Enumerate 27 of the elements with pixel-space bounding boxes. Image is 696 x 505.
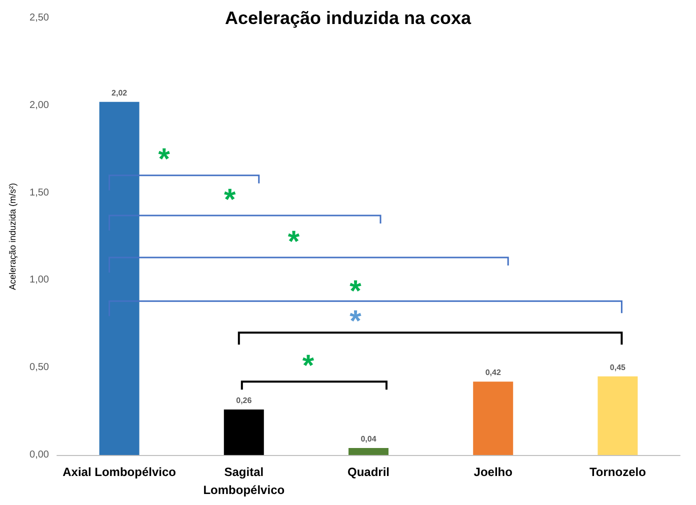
bar xyxy=(598,376,638,455)
y-tick-label: 0,00 xyxy=(30,450,50,460)
x-tick-label: Quadril xyxy=(347,465,390,479)
data-label: 0,04 xyxy=(360,434,377,444)
x-tick-label: Sagital Lombopélvico xyxy=(203,465,285,497)
x-tick-label: Tornozelo xyxy=(589,465,646,479)
y-tick-label: 0,50 xyxy=(30,362,50,374)
y-tick-label: 2,00 xyxy=(30,100,50,111)
data-label: 0,45 xyxy=(610,362,626,372)
x-tick-label: Axial Lombopélvico xyxy=(62,465,176,479)
annotation: * xyxy=(224,183,236,216)
data-label: 2,02 xyxy=(112,88,128,98)
bar xyxy=(348,448,388,455)
bar xyxy=(99,102,140,455)
y-tick-label: 1,00 xyxy=(30,274,50,286)
bar xyxy=(473,382,514,455)
annotation: * xyxy=(288,225,300,258)
data-label: 0,26 xyxy=(236,396,252,406)
x-tick-label: Joelho xyxy=(474,465,512,479)
y-axis-title: Aceleração induzida (m/s²) xyxy=(8,182,18,290)
bar xyxy=(224,410,264,455)
y-tick-label: 2,50 xyxy=(30,12,50,24)
data-label: 0,42 xyxy=(485,368,502,378)
annotation: * xyxy=(302,350,314,383)
chart-title: Aceleração induzida na coxa xyxy=(224,8,472,28)
annotation: * xyxy=(158,143,170,176)
y-tick-label: 1,50 xyxy=(30,187,50,198)
